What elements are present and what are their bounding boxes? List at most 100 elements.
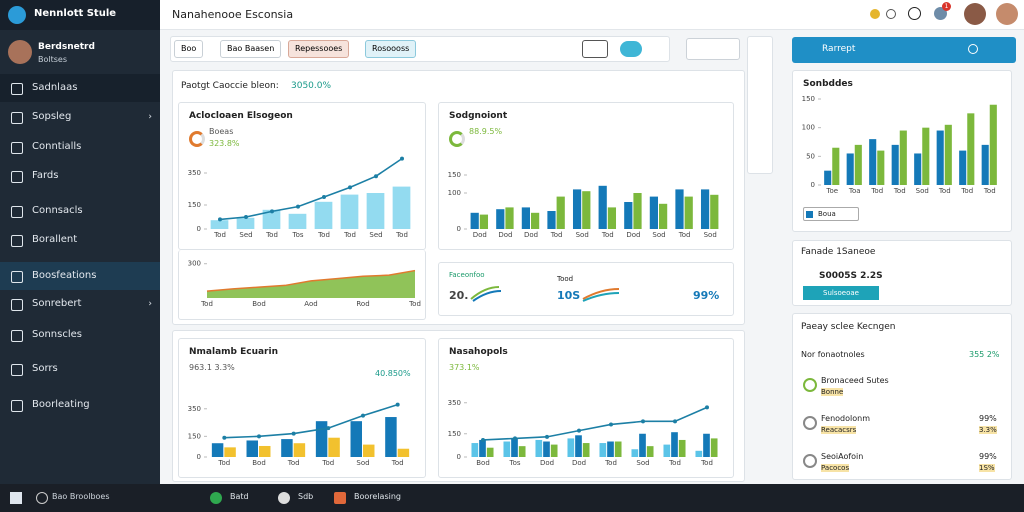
avatar[interactable] (996, 3, 1018, 25)
x-tick-label: Bod (252, 459, 266, 467)
menu-item[interactable]: Fards (0, 162, 160, 190)
menu-icon (11, 112, 23, 124)
trend-point (291, 431, 296, 436)
trend-point (400, 156, 404, 161)
item-name[interactable]: Fenodolonm (821, 414, 871, 423)
filter-dropdown[interactable]: Boua (803, 207, 859, 221)
icon-button[interactable] (582, 40, 608, 58)
right-header: Rarrept (792, 37, 1016, 63)
user-role: Boltses (38, 55, 67, 64)
toolbar-button[interactable]: Boo (174, 40, 204, 58)
view-switch[interactable] (686, 38, 740, 60)
item-name[interactable]: Bronaceed Sutes (821, 376, 889, 385)
bar (392, 186, 411, 229)
trend-point (222, 435, 227, 440)
trend-point (322, 195, 326, 199)
chart-card: Nasahopols 373.1% 0 150 350 Bod Tos Dod Dod Tod So… (438, 338, 734, 478)
bar (479, 214, 489, 229)
chart-plot: 0 150 350 Tod Bod Tod Tod Sod Tod (188, 402, 410, 467)
summary-button[interactable]: Sulsoeoae (803, 286, 879, 300)
sidebar: Nennlott Stule Berdsnetrd Boltses Sadnla… (0, 0, 160, 484)
chart-plot: 0 100 150 Dod Dod Dod Tod Sod Tod Dod Sod Tod Sod (448, 171, 719, 239)
avatar[interactable] (964, 3, 986, 25)
toggle[interactable] (620, 41, 642, 57)
x-tick-label: Tod (601, 231, 614, 239)
bar (869, 139, 877, 185)
menu-label: Borallent (32, 234, 78, 245)
search-icon[interactable] (36, 492, 48, 504)
bar (350, 421, 362, 457)
sparklines (470, 286, 620, 302)
taskbar-app[interactable]: Sdb (298, 492, 314, 501)
overview-value: 3050.0% (291, 81, 332, 91)
settings-icon[interactable] (886, 9, 896, 19)
menu-item[interactable]: Sonnscles (0, 321, 160, 349)
chart-title: Aclocloaen Elsogeon (189, 111, 293, 121)
taskbar-app[interactable]: Boorelasing (354, 492, 401, 501)
chart-title: Sonbddes (803, 79, 853, 89)
summary-title: Fanade 1Saneoe (801, 247, 876, 257)
summary-value: S0005S 2.2S (819, 271, 883, 281)
area-card: 300 Tod Bod Aod Rod Tod (178, 250, 426, 320)
list-icon (803, 416, 817, 430)
bar (246, 440, 258, 457)
menu-icon (11, 400, 23, 412)
item-sub-value: 1S% (979, 464, 995, 472)
bar (518, 446, 526, 457)
toolbar-button[interactable]: Bao Baasen (220, 40, 282, 58)
bar (503, 441, 511, 457)
bar (224, 447, 236, 457)
menu-item[interactable]: Boorleating (0, 391, 160, 419)
bar (572, 189, 582, 229)
status-icon[interactable] (870, 9, 880, 19)
bar (496, 209, 505, 229)
y-tick-label: 350 (188, 405, 201, 413)
taskbar-app[interactable]: Batd (230, 492, 249, 501)
menu-item[interactable]: Borallent (0, 226, 160, 254)
menu-item[interactable]: Sorrs (0, 355, 160, 383)
bar (575, 435, 582, 457)
x-tick-label: Tod (550, 231, 563, 239)
bar (293, 443, 306, 457)
menu-item[interactable]: Sopsleg › (0, 103, 160, 131)
filter-swatch (806, 211, 813, 218)
menu-item[interactable]: Conntialls (0, 133, 160, 161)
chart-stat: 88.9.5% (469, 127, 503, 136)
help-icon[interactable] (908, 7, 921, 20)
toolbar-button[interactable]: Rosoooss (365, 40, 417, 58)
x-tick-label: Tod (408, 300, 421, 308)
taskbar-app-icon[interactable] (334, 492, 346, 504)
menu-icon (11, 235, 23, 247)
item-name[interactable]: SeoiAofoin (821, 452, 864, 461)
chart-card: Aclocloaen Elsogeon Boeas 323.8% 0 150 350 Tod… (178, 102, 426, 250)
progress-ring (449, 131, 465, 147)
x-tick-label: Tod (893, 187, 906, 195)
bar (891, 144, 899, 185)
search-icon[interactable] (968, 44, 978, 54)
x-tick-label: Tod (343, 231, 356, 239)
toolbar-button[interactable]: Repessooes (288, 40, 350, 58)
y-tick-label: 150 (448, 430, 461, 438)
taskbar-app-icon[interactable] (210, 492, 222, 504)
item-sub: Reacacsrs (821, 426, 857, 434)
menu-label: Sorrs (32, 363, 58, 374)
list-card: Paeay sclee Kecngen Nor fonaotnoles 355 … (792, 313, 1012, 480)
menu-item[interactable]: Sadnlaas (0, 74, 160, 102)
bar (967, 113, 975, 185)
list-icon (803, 454, 817, 468)
menu-item[interactable]: Boosfeations (0, 262, 160, 290)
x-tick-label: Sod (652, 231, 665, 239)
y-tick-label: 300 (188, 260, 201, 268)
menu-label: Conntialls (32, 141, 82, 152)
x-tick-label: Tod (678, 231, 691, 239)
x-tick-label: Toa (848, 187, 861, 195)
x-tick-label: Sod (916, 187, 929, 195)
menu-item[interactable]: Sonrebert › (0, 290, 160, 318)
taskbar-app-icon[interactable] (278, 492, 290, 504)
menu-item[interactable]: Connsacls (0, 197, 160, 225)
bar (531, 212, 540, 229)
start-button[interactable] (10, 492, 22, 504)
bar (479, 439, 486, 457)
taskbar-search[interactable]: Bao Broolboes (52, 492, 110, 501)
chart-stat: Boeas (209, 127, 234, 136)
